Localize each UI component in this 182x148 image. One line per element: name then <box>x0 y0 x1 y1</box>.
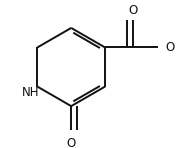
Text: O: O <box>165 41 175 54</box>
Text: NH: NH <box>22 86 40 99</box>
Text: O: O <box>67 137 76 148</box>
Text: O: O <box>128 4 138 17</box>
